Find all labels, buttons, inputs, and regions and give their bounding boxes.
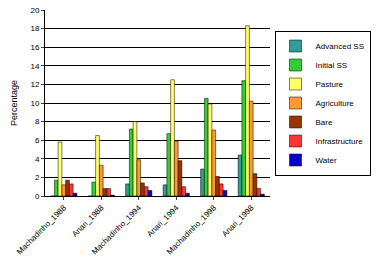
svg-text:4: 4 (35, 155, 40, 164)
svg-text:Advanced SS: Advanced SS (316, 42, 364, 51)
svg-text:Agriculture: Agriculture (316, 99, 355, 108)
svg-text:10: 10 (30, 99, 39, 108)
svg-text:0: 0 (35, 192, 40, 201)
svg-text:Machadinho_1998: Machadinho_1998 (165, 203, 218, 256)
svg-text:14: 14 (30, 62, 39, 71)
svg-text:Anari_1988: Anari_1988 (70, 203, 106, 239)
svg-text:Machadinho_1988: Machadinho_1988 (15, 203, 68, 256)
svg-text:20: 20 (30, 6, 39, 15)
svg-text:Percentage: Percentage (9, 80, 19, 126)
svg-text:2: 2 (35, 173, 40, 182)
svg-text:12: 12 (30, 80, 39, 89)
svg-text:Initial SS: Initial SS (316, 61, 348, 70)
svg-text:Anari_1998: Anari_1998 (220, 203, 256, 239)
svg-text:Machadinho_1994: Machadinho_1994 (90, 203, 143, 256)
svg-text:18: 18 (30, 24, 39, 33)
svg-text:8: 8 (35, 117, 40, 126)
svg-text:Pasture: Pasture (316, 80, 344, 89)
svg-text:Bare: Bare (316, 118, 333, 127)
svg-text:Water: Water (316, 156, 337, 165)
svg-text:Anari_1994: Anari_1994 (145, 203, 181, 239)
svg-text:Infrastructure: Infrastructure (316, 137, 364, 146)
svg-text:16: 16 (30, 43, 39, 52)
svg-text:6: 6 (35, 136, 40, 145)
